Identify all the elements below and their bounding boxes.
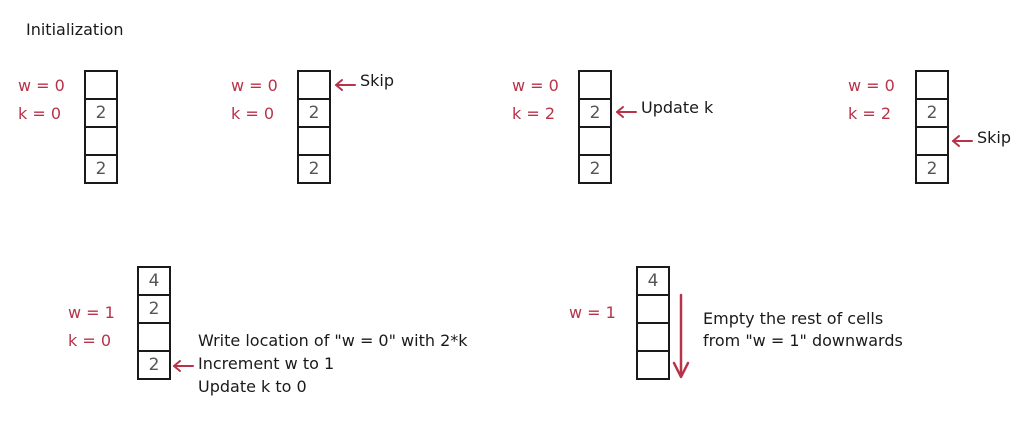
k-label-1: k = 0: [18, 104, 62, 123]
w-label-3: w = 0: [512, 76, 559, 95]
w-label-2: w = 0: [231, 76, 278, 95]
array-cell: [638, 296, 668, 324]
arrow-left-icon: [173, 360, 194, 372]
array-stack-2: 2 2: [297, 70, 331, 184]
arrow-down-icon: [672, 293, 690, 379]
w-label-4: w = 0: [848, 76, 895, 95]
array-cell: 2: [95, 159, 107, 179]
array-cell: [580, 128, 610, 156]
array-stack-6: 4: [636, 266, 670, 380]
k-label-2: k = 0: [231, 104, 275, 123]
arrow-left-icon: [335, 79, 356, 91]
array-cell: 2: [86, 100, 116, 128]
note-skip-1: Skip: [360, 71, 395, 90]
w-label-6: w = 1: [569, 303, 616, 322]
array-stack-1: 2 2: [84, 70, 118, 184]
array-cell: 2: [926, 159, 938, 179]
array-cell: [139, 324, 169, 352]
arrow-left-icon: [952, 135, 973, 147]
array-cell: [917, 72, 947, 100]
note-increment-w: Increment w to 1: [198, 354, 335, 373]
note-skip-2: Skip: [977, 128, 1012, 147]
k-label-3: k = 2: [512, 104, 556, 123]
array-cell: 4: [139, 268, 169, 296]
k-label-4: k = 2: [848, 104, 892, 123]
array-cell: 2: [139, 296, 169, 324]
array-cell: [638, 324, 668, 352]
note-from-w1-down: from "w = 1" downwards: [703, 331, 903, 350]
array-stack-4: 2 2: [915, 70, 949, 184]
array-stack-5: 4 2 2: [137, 266, 171, 380]
note-empty-rest: Empty the rest of cells: [703, 309, 884, 328]
array-cell: [299, 128, 329, 156]
note-update-k: Update k: [641, 98, 714, 117]
w-label-5: w = 1: [68, 303, 115, 322]
title: Initialization: [26, 20, 124, 39]
array-cell: 2: [148, 355, 160, 375]
k-label-5: k = 0: [68, 331, 112, 350]
array-cell: [917, 128, 947, 156]
array-cell: 2: [580, 100, 610, 128]
array-cell: 2: [308, 159, 320, 179]
array-cell: 2: [917, 100, 947, 128]
w-label-1: w = 0: [18, 76, 65, 95]
note-write-location: Write location of "w = 0" with 2*k: [198, 331, 468, 350]
array-cell: 2: [589, 159, 601, 179]
array-cell: [86, 72, 116, 100]
array-cell: [86, 128, 116, 156]
array-cell: 2: [299, 100, 329, 128]
arrow-left-icon: [616, 106, 637, 118]
note-update-k-to-0: Update k to 0: [198, 377, 307, 396]
array-cell: [580, 72, 610, 100]
array-cell: [299, 72, 329, 100]
array-stack-3: 2 2: [578, 70, 612, 184]
array-cell: 4: [638, 268, 668, 296]
